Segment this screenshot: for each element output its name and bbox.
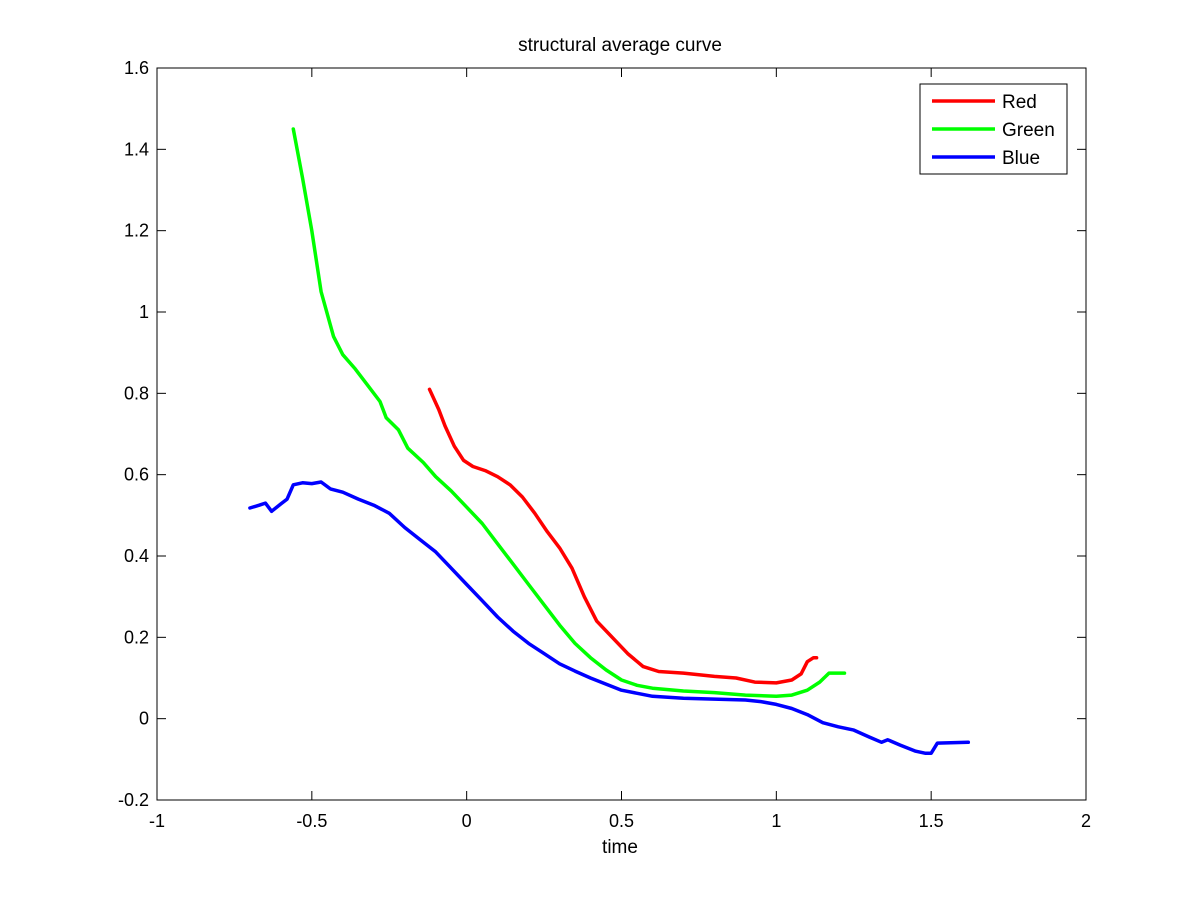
- legend-label-red: Red: [1002, 92, 1037, 113]
- x-tick-label: 0.5: [609, 811, 634, 831]
- y-tick-label: 0.2: [124, 627, 149, 647]
- series-line-blue: [248, 480, 971, 755]
- legend-label-blue: Blue: [1002, 148, 1040, 169]
- y-tick-label: 1.6: [124, 58, 149, 78]
- x-axis-title: time: [602, 837, 638, 858]
- y-tick-label: 0.8: [124, 383, 149, 403]
- x-tick-label: -1: [149, 811, 165, 831]
- series-line-red: [427, 387, 819, 685]
- y-tick-label: 0: [139, 709, 149, 729]
- x-tick-label: 1: [771, 811, 781, 831]
- series-layer: [248, 127, 971, 755]
- x-tick-label: 2: [1081, 811, 1091, 831]
- x-tick-label: 0: [462, 811, 472, 831]
- legend-label-green: Green: [1002, 120, 1055, 141]
- y-tick-label: 1.2: [124, 221, 149, 241]
- series-line-green: [291, 127, 847, 699]
- y-tick-label: 1.4: [124, 139, 149, 159]
- y-tick-label: 1: [139, 302, 149, 322]
- x-tick-label: 1.5: [919, 811, 944, 831]
- chart-title: structural average curve: [518, 35, 722, 56]
- y-tick-label: 0.4: [124, 546, 149, 566]
- x-tick-label: -0.5: [296, 811, 327, 831]
- y-tick-label: -0.2: [118, 790, 149, 810]
- legend: Red Green Blue: [919, 83, 1068, 175]
- y-tick-label: 0.6: [124, 465, 149, 485]
- plot-area: -1 -0.5 0 0.5 1 1.5 2 -0.2 0 0.2 0.4 0.6 0.8 1 1.2 1.4 1…: [118, 58, 1091, 831]
